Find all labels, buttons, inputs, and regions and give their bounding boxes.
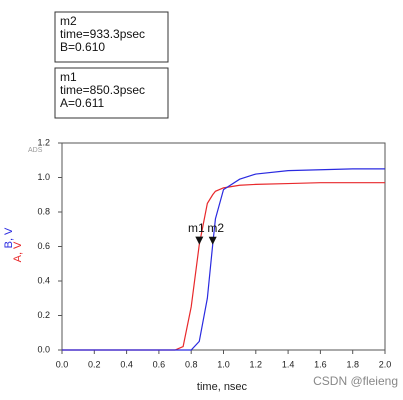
watermark: CSDN @fleieng — [313, 374, 398, 388]
marker-text: time=933.3psec — [60, 27, 145, 41]
y-tick-label: 1.0 — [37, 172, 50, 182]
series-line — [62, 182, 385, 351]
x-tick-label: 1.4 — [282, 359, 295, 369]
marker-label: m1 — [188, 221, 205, 235]
x-tick-label: 1.2 — [250, 359, 263, 369]
x-tick-label: 1.8 — [346, 359, 359, 369]
x-tick-label: 2.0 — [379, 359, 392, 369]
x-tick-label: 0.0 — [56, 359, 69, 369]
y-axis-label: B, V — [3, 227, 15, 248]
y-tick-label: 0.0 — [37, 344, 50, 354]
x-tick-label: 0.8 — [185, 359, 198, 369]
series-line — [62, 168, 385, 351]
y-tick-label: 0.2 — [37, 310, 50, 320]
x-axis-label: time, nsec — [197, 381, 248, 393]
x-tick-label: 0.4 — [120, 359, 133, 369]
marker-text: B=0.610 — [60, 40, 105, 54]
x-tick-label: 0.6 — [153, 359, 166, 369]
y-axis-label: A, V — [12, 241, 24, 262]
marker-text: m2 — [60, 14, 77, 28]
marker-text: time=850.3psec — [60, 83, 145, 97]
x-tick-label: 1.6 — [314, 359, 327, 369]
marker-triangle — [195, 236, 204, 245]
marker-box — [54, 11, 169, 63]
marker-box — [54, 67, 169, 119]
brand: ADS — [28, 147, 43, 154]
marker-text: m1 — [60, 70, 77, 84]
y-tick-label: 0.8 — [37, 206, 50, 216]
y-tick-label: 1.2 — [37, 137, 50, 147]
y-tick-label: 0.6 — [37, 241, 50, 251]
marker-triangle — [208, 236, 217, 245]
marker-label: m2 — [207, 221, 224, 235]
x-tick-label: 1.0 — [217, 359, 230, 369]
x-tick-label: 0.2 — [88, 359, 101, 369]
y-tick-label: 0.4 — [37, 275, 50, 285]
marker-text: A=0.611 — [60, 96, 104, 110]
